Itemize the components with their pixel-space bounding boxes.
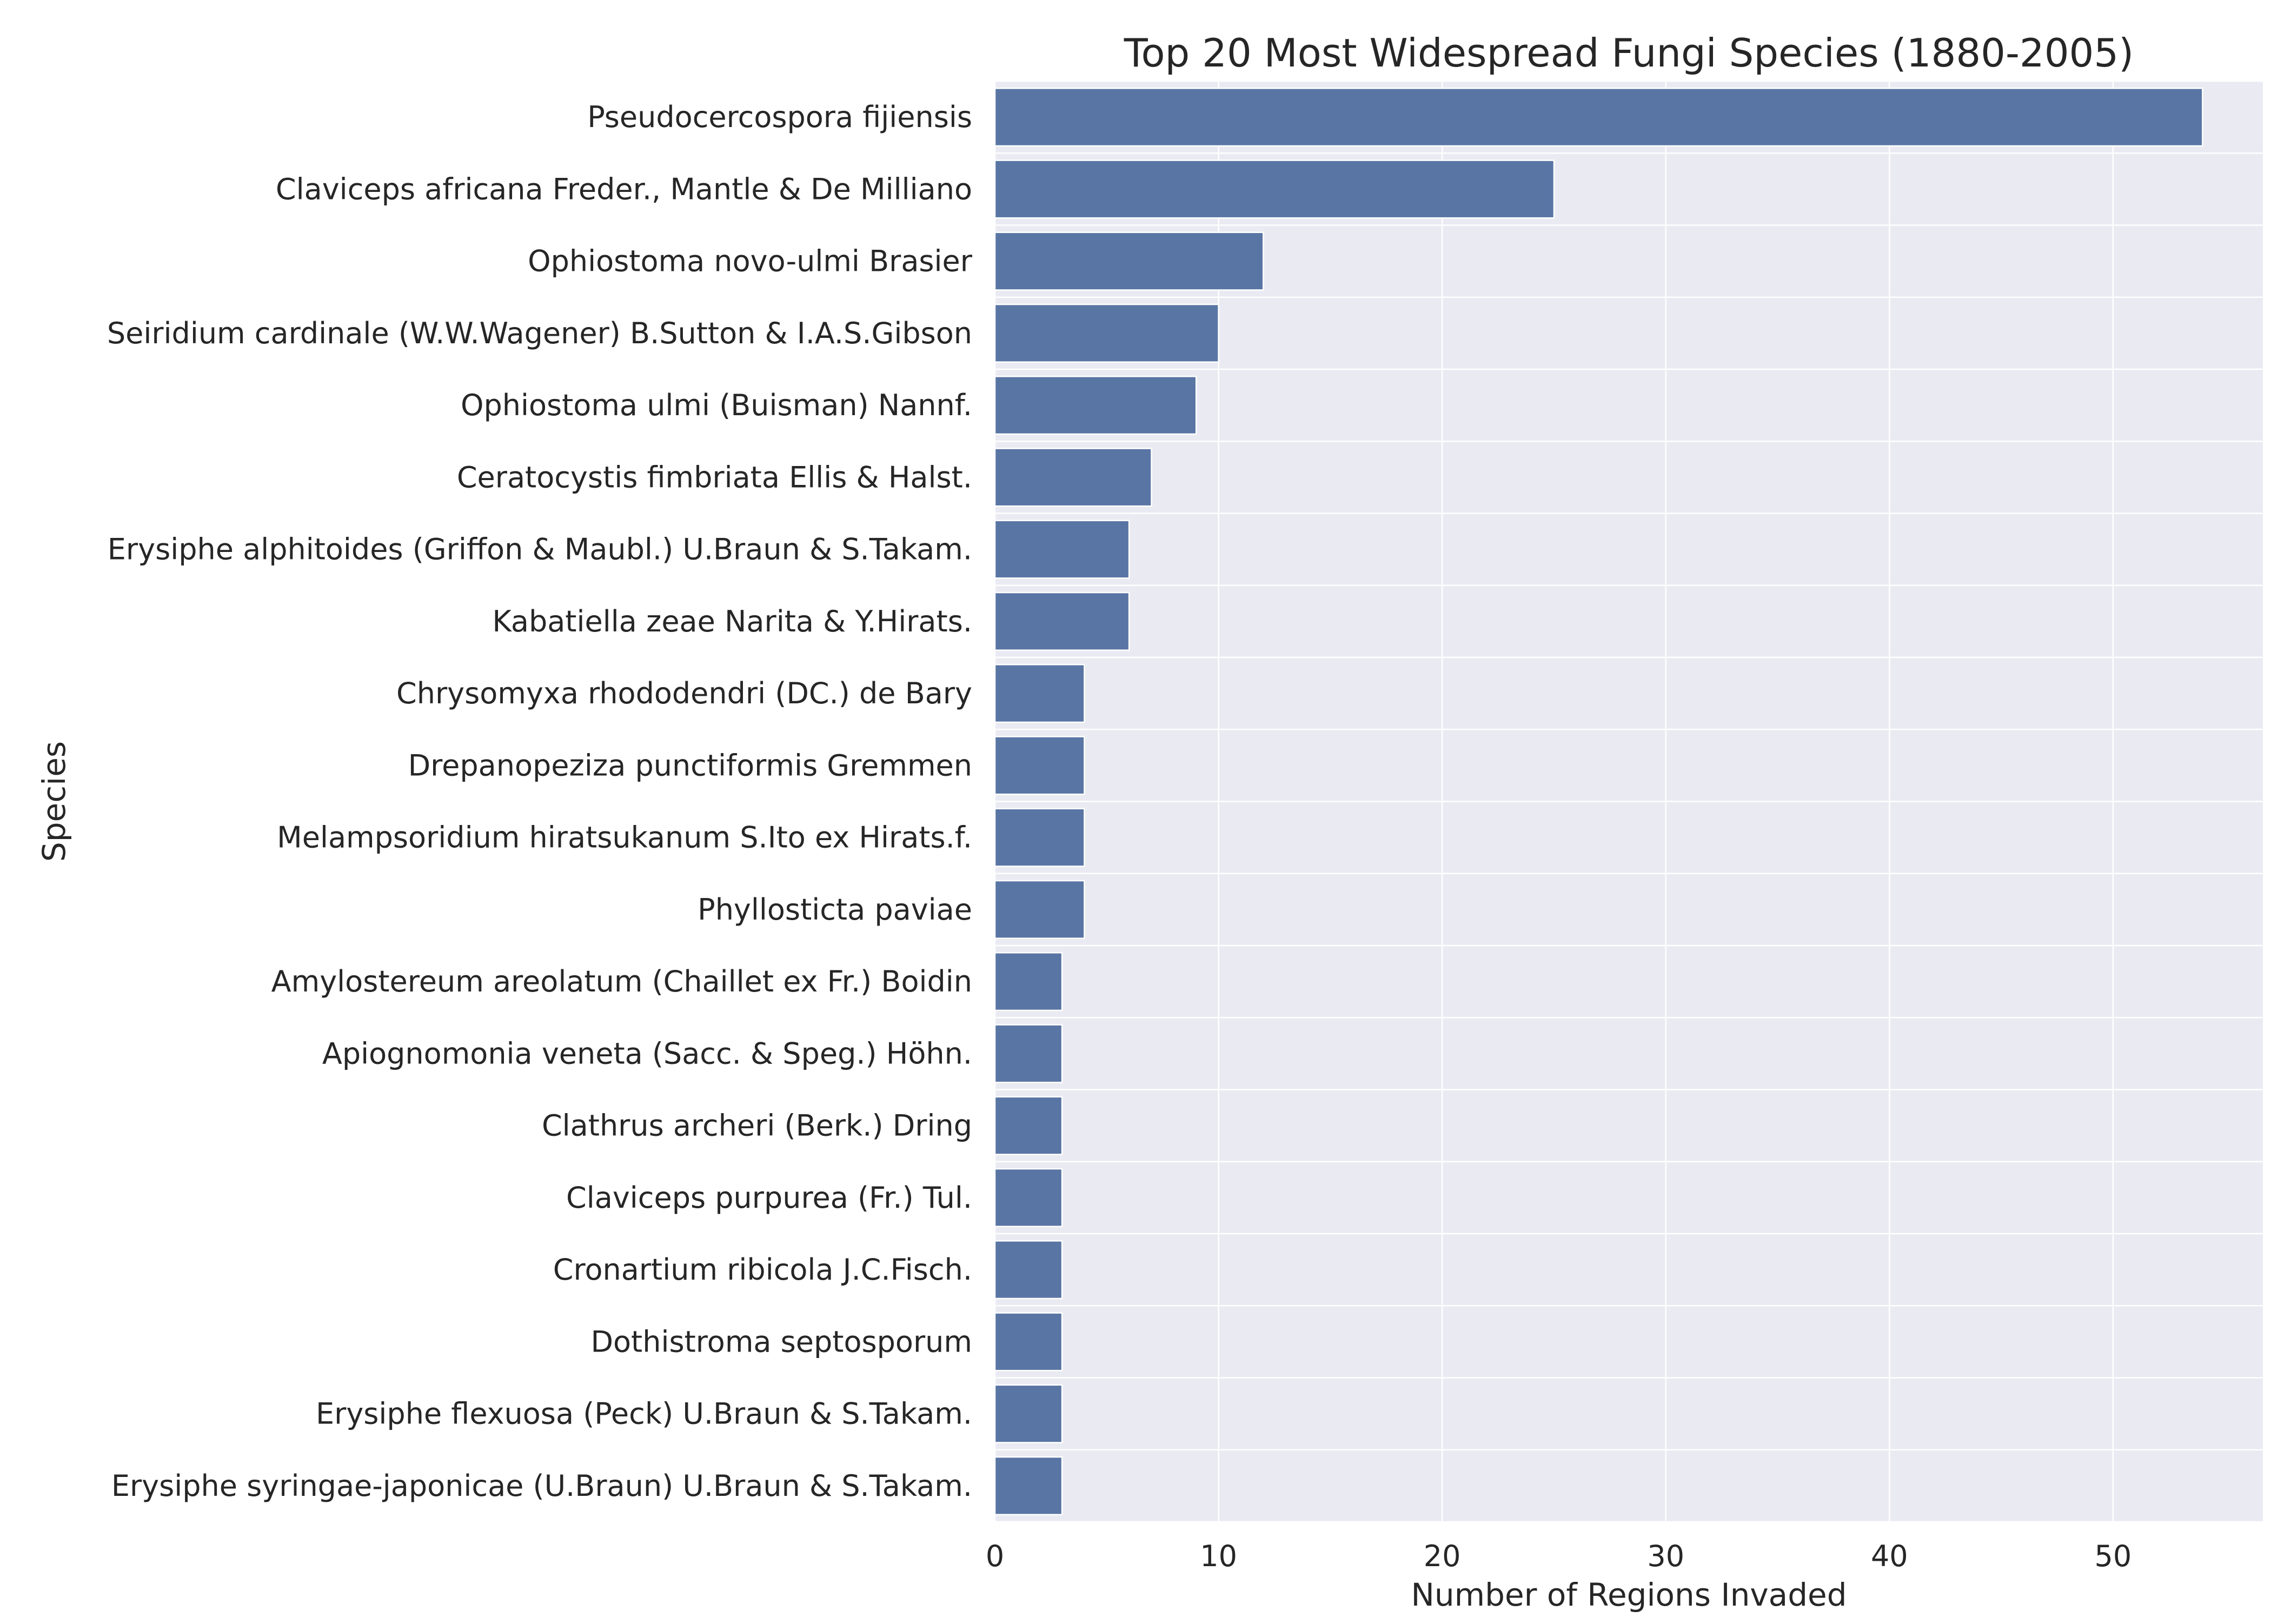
y-tick-label: Claviceps africana Freder., Mantle & De …	[276, 172, 972, 206]
gridlines	[994, 80, 2263, 1523]
y-tick-label: Erysiphe flexuosa (Peck) U.Braun & S.Tak…	[316, 1397, 972, 1431]
y-tick-labels: Pseudocercospora fijiensis Claviceps afri…	[107, 100, 973, 1503]
y-tick-label: Ophiostoma novo-ulmi Brasier	[528, 244, 973, 278]
y-tick-label: Ceratocystis fimbriata Ellis & Halst.	[457, 460, 972, 494]
bar	[994, 808, 1085, 867]
y-tick-label: Amylostereum areolatum (Chaillet ex Fr.)…	[271, 964, 972, 999]
y-tick-label: Clathrus archeri (Berk.) Dring	[542, 1109, 972, 1143]
y-tick-label: Phyllosticta paviae	[698, 893, 972, 927]
y-axis-label: Species	[36, 741, 72, 862]
x-tick-label: 40	[1871, 1539, 1908, 1573]
bar	[994, 1312, 1063, 1372]
bars	[994, 88, 2203, 1515]
y-tick-label: Apiognomonia veneta (Sacc. & Speg.) Höhn…	[322, 1036, 972, 1070]
x-tick-label: 20	[1424, 1539, 1461, 1573]
x-tick-label: 10	[1200, 1539, 1237, 1573]
bar	[994, 952, 1063, 1011]
y-tick-label: Chrysomyxa rhododendri (DC.) de Bary	[396, 676, 972, 710]
bar	[994, 520, 1130, 579]
y-tick-label: Erysiphe alphitoides (Griffon & Maubl.) …	[108, 533, 972, 567]
bar	[994, 231, 1264, 291]
y-tick-label: Kabatiella zeae Narita & Y.Hirats.	[492, 604, 972, 638]
y-tick-label: Cronartium ribicola J.C.Fisch.	[553, 1253, 972, 1287]
y-tick-label: Erysiphe syringae-japonicae (U.Braun) U.…	[111, 1469, 972, 1503]
bar	[994, 1240, 1063, 1300]
bar	[994, 664, 1085, 723]
y-tick-label: Melampsoridium hiratsukanum S.Ito ex Hir…	[277, 821, 972, 855]
bar	[994, 88, 2203, 147]
x-axis-label: Number of Regions Invaded	[1411, 1576, 1847, 1613]
y-tick-label: Claviceps purpurea (Fr.) Tul.	[566, 1181, 972, 1215]
bar	[994, 1096, 1063, 1155]
bar	[994, 159, 1555, 219]
bar	[994, 1024, 1063, 1083]
bar	[994, 591, 1130, 651]
bar	[994, 1456, 1063, 1515]
x-tick-label: 50	[2095, 1539, 2132, 1573]
bar	[994, 303, 1219, 363]
x-tick-label: 0	[986, 1539, 1004, 1573]
bar	[994, 880, 1085, 939]
bar	[994, 376, 1197, 435]
bar	[994, 736, 1085, 795]
chart-title: Top 20 Most Widespread Fungi Species (18…	[1124, 30, 2134, 76]
x-tick-labels: 0 10 20 30 40 50	[986, 1539, 2131, 1573]
y-tick-label: Drepanopeziza punctiformis Gremmen	[408, 748, 972, 782]
y-tick-label: Pseudocercospora fijiensis	[587, 100, 972, 134]
bar	[994, 1384, 1063, 1443]
x-tick-label: 30	[1647, 1539, 1684, 1573]
y-tick-label: Ophiostoma ulmi (Buisman) Nannf.	[461, 388, 972, 422]
y-tick-label: Seiridium cardinale (W.W.Wagener) B.Sutt…	[107, 316, 972, 350]
bar	[994, 448, 1152, 507]
y-tick-label: Dothistroma septosporum	[590, 1325, 972, 1359]
bar	[994, 1168, 1063, 1227]
